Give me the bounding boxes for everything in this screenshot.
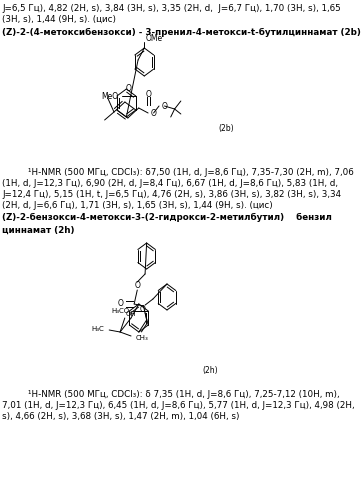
Text: s), 4,66 (2H, s), 3,68 (3H, s), 1,47 (2H, m), 1,04 (6H, s): s), 4,66 (2H, s), 3,68 (3H, s), 1,47 (2H…: [2, 412, 240, 421]
Text: O: O: [140, 304, 146, 313]
Text: H₃CO: H₃CO: [111, 308, 130, 314]
Text: (Z)-2-бензокси-4-метокси-3-(2-гидрокси-2-метилбутил)    бензил: (Z)-2-бензокси-4-метокси-3-(2-гидрокси-2…: [2, 213, 332, 222]
Text: 7,01 (1H, d, J=12,3 Гц), 6,45 (1H, d, J=8,6 Гц), 5,77 (1H, d, J=12,3 Гц), 4,98 (: 7,01 (1H, d, J=12,3 Гц), 6,45 (1H, d, J=…: [2, 401, 355, 410]
Text: O: O: [146, 89, 152, 98]
Text: циннамат (2h): циннамат (2h): [2, 226, 75, 235]
Text: OH: OH: [126, 311, 136, 317]
Text: (3H, s), 1,44 (9H, s). (цис): (3H, s), 1,44 (9H, s). (цис): [2, 15, 116, 24]
Text: ¹H-NMR (500 МГц, CDCl₃): δ 7,35 (1H, d, J=8,6 Гц), 7,25-7,12 (10H, m),: ¹H-NMR (500 МГц, CDCl₃): δ 7,35 (1H, d, …: [28, 390, 340, 399]
Text: ¹H-NMR (500 МГц, CDCl₃): δ7,50 (1H, d, J=8,6 Гц), 7,35-7,30 (2H, m), 7,06: ¹H-NMR (500 МГц, CDCl₃): δ7,50 (1H, d, J…: [28, 168, 354, 177]
Text: MeO: MeO: [102, 91, 119, 100]
Text: O: O: [117, 299, 123, 308]
Text: CH₃: CH₃: [136, 335, 148, 341]
Text: (Z)-2-(4-метоксибензокси) - 3-пренил-4-метокси-t-бутилциннамат (2b): (Z)-2-(4-метоксибензокси) - 3-пренил-4-м…: [2, 28, 361, 37]
Text: O: O: [150, 108, 156, 117]
Text: (2H, d, J=6,6 Гц), 1,71 (3H, s), 1,65 (3H, s), 1,44 (9H, s). (цис): (2H, d, J=6,6 Гц), 1,71 (3H, s), 1,65 (3…: [2, 201, 273, 210]
Text: (2h): (2h): [203, 365, 219, 375]
Text: OMe: OMe: [146, 33, 163, 42]
Text: J=12,4 Гц), 5,15 (1H, t, J=6,5 Гц), 4,76 (2H, s), 3,86 (3H, s), 3,82 (3H, s), 3,: J=12,4 Гц), 5,15 (1H, t, J=6,5 Гц), 4,76…: [2, 190, 342, 199]
Text: O: O: [162, 101, 167, 110]
Text: (2b): (2b): [219, 123, 234, 133]
Text: J=6,5 Гц), 4,82 (2H, s), 3,84 (3H, s), 3,35 (2H, d,  J=6,7 Гц), 1,70 (3H, s), 1,: J=6,5 Гц), 4,82 (2H, s), 3,84 (3H, s), 3…: [2, 4, 341, 13]
Text: H₃C: H₃C: [92, 326, 105, 332]
Text: (1H, d, J=12,3 Гц), 6,90 (2H, d, J=8,4 Гц), 6,67 (1H, d, J=8,6 Гц), 5,83 (1H, d,: (1H, d, J=12,3 Гц), 6,90 (2H, d, J=8,4 Г…: [2, 179, 338, 188]
Text: O: O: [125, 84, 131, 93]
Text: O: O: [134, 280, 140, 289]
